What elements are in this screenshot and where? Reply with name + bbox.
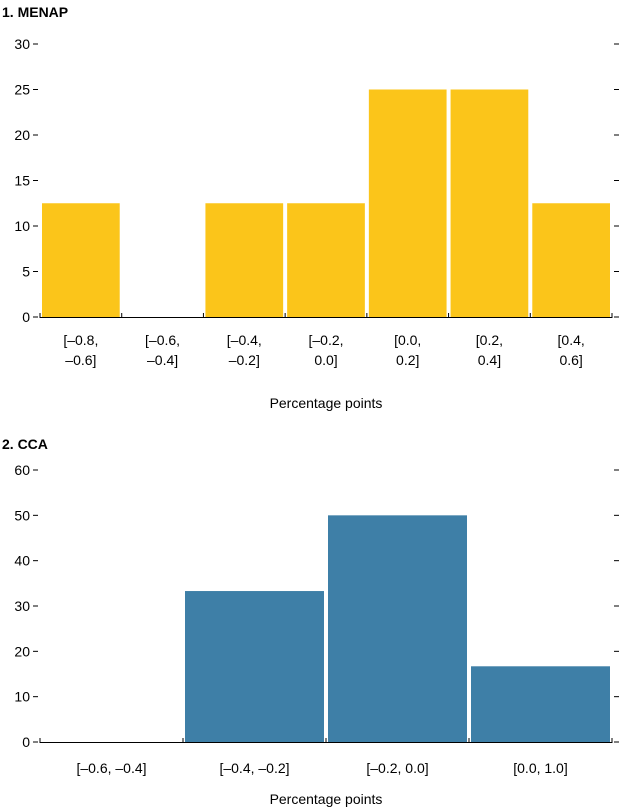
x-tick-label: [0.0, (394, 332, 421, 348)
bar (368, 89, 447, 317)
x-axis-label: Percentage points (270, 791, 383, 807)
bar (42, 203, 120, 317)
y-tick-label: 5 (22, 264, 30, 280)
histogram-menap: 1. MENAP 0 5 10 15 20 25 30 [–0.8, –0.6] [–0.6, –0.… (2, 4, 619, 411)
x-tick-label: –0.4] (147, 352, 178, 368)
chart-title: 2. CCA (2, 436, 48, 452)
y-tick-label: 0 (22, 309, 30, 325)
y-tick-label: 15 (14, 173, 30, 189)
x-axis-label: Percentage points (270, 395, 383, 411)
x-tick-label: 0.2] (396, 352, 419, 368)
y-tick-label: 60 (14, 462, 30, 478)
bar (205, 203, 284, 317)
y-tick-label: 20 (14, 643, 30, 659)
y-tick-label: 20 (14, 127, 30, 143)
y-tick-label: 40 (14, 553, 30, 569)
x-tick-label: [0.2, (476, 332, 503, 348)
y-tick-label: 10 (14, 689, 30, 705)
chart-title: 1. MENAP (2, 4, 68, 20)
y-tick-label: 0 (22, 734, 30, 750)
x-tick-label: [–0.8, (63, 332, 98, 348)
bar (450, 89, 529, 317)
x-tick-label: [0.4, (558, 332, 585, 348)
bar (287, 203, 365, 317)
y-tick-label: 30 (14, 36, 30, 52)
x-tick-label: –0.6] (65, 352, 96, 368)
x-tick-label: 0.0] (314, 352, 337, 368)
x-tick-label: [–0.4, –0.2] (219, 760, 289, 776)
y-tick-label: 10 (14, 218, 30, 234)
y-tick-label: 25 (14, 82, 30, 98)
bar (471, 666, 610, 742)
y-tick-label: 30 (14, 598, 30, 614)
bar (185, 591, 324, 742)
histogram-cca: 2. CCA 0 10 20 30 40 50 60 [–0.6, –0.4] [–0.4, –0… (2, 436, 619, 807)
x-tick-label: [–0.6, –0.4] (76, 760, 146, 776)
x-tick-label: 0.4] (478, 352, 501, 368)
x-tick-label: 0.6] (559, 352, 582, 368)
x-tick-label: [–0.4, (227, 332, 262, 348)
bar (532, 203, 610, 317)
y-tick-label: 50 (14, 507, 30, 523)
x-tick-label: [–0.2, 0.0] (366, 760, 428, 776)
x-tick-label: –0.2] (229, 352, 260, 368)
x-tick-label: [–0.2, (308, 332, 343, 348)
x-tick-label: [0.0, 1.0] (513, 760, 567, 776)
bar (328, 515, 467, 742)
x-tick-label: [–0.6, (145, 332, 180, 348)
